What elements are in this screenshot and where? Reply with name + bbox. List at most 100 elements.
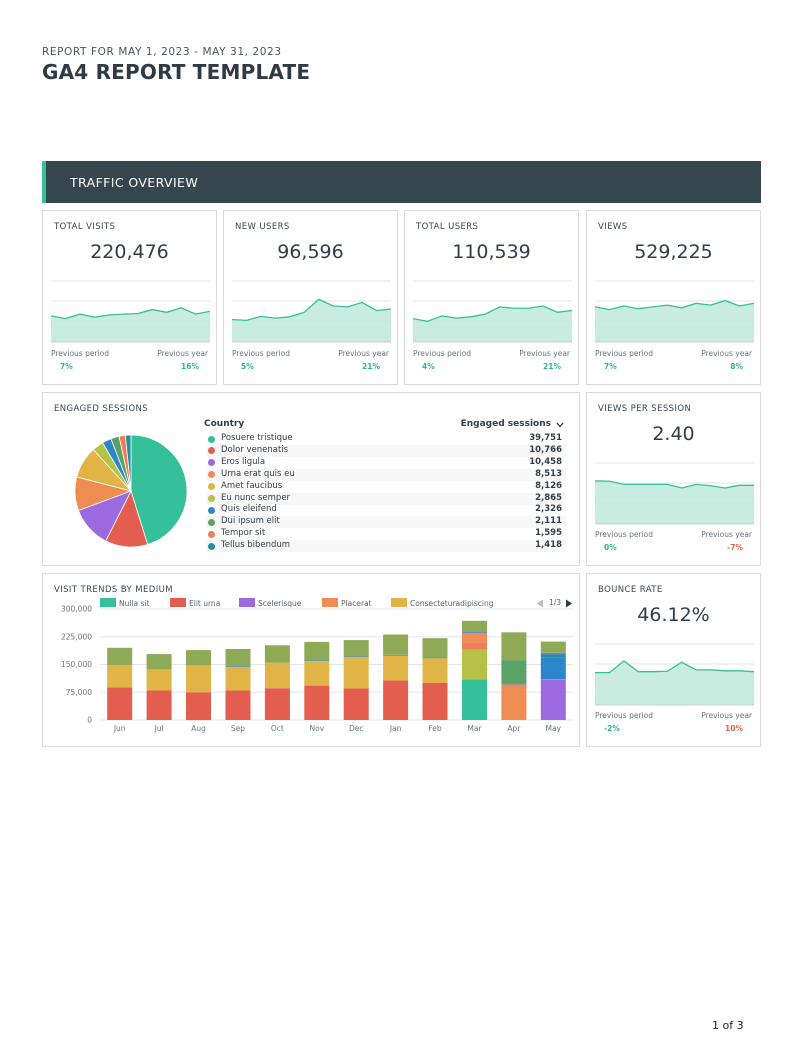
bar-segment: [343, 656, 369, 658]
section-header: TRAFFIC OVERVIEW: [42, 161, 761, 203]
table-row[interactable]: Posuere tristique 39,751: [206, 433, 566, 445]
legend-dot: [208, 495, 215, 502]
bounce-rate-card[interactable]: BOUNCE RATE 46.12% Previous period Previ…: [586, 573, 761, 747]
table-row[interactable]: Eu nunc semper 2,865: [206, 492, 566, 505]
bar-segment: [462, 631, 487, 633]
sparkline: [413, 280, 572, 343]
bar-segment: [146, 654, 172, 670]
y-tick-label: 75,000: [66, 688, 92, 697]
report-subtitle: REPORT FOR MAY 1, 2023 - MAY 31, 2023: [42, 46, 282, 58]
x-tick-label: Oct: [271, 724, 284, 733]
chevron-right-icon[interactable]: [565, 599, 573, 608]
sparkline-area: [51, 307, 210, 342]
bar-segment: [304, 685, 330, 720]
views-per-session-card[interactable]: VIEWS PER SESSION 2.40 Previous period P…: [586, 392, 761, 566]
previous-year-label: Previous year: [701, 349, 752, 358]
bar-segment: [264, 688, 290, 720]
country-name: Posuere tristique: [221, 433, 293, 443]
previous-year-change: 21%: [543, 362, 561, 371]
table-row[interactable]: Dui ipsum elit 2,111: [206, 516, 566, 529]
legend-swatch: [391, 598, 407, 607]
engaged-sessions-value: 8,126: [535, 480, 562, 491]
sparkline-line: [595, 299, 754, 311]
previous-year-change: 16%: [181, 362, 199, 371]
x-tick-label: Jun: [113, 724, 126, 733]
country-name: Urna erat quis eu: [221, 468, 295, 479]
table-row[interactable]: Dolor venenatis 10,766: [206, 444, 566, 457]
page-number: 1 of 3: [712, 1019, 744, 1032]
engaged-sessions-value: 2,326: [535, 504, 562, 515]
sparkline-area: [595, 300, 754, 342]
country-name: Amet faucibus: [221, 480, 283, 491]
bar-segment: [422, 683, 448, 720]
x-tick-label: Sep: [231, 724, 245, 733]
table-row[interactable]: Eros ligula 10,458: [206, 457, 566, 469]
table-row[interactable]: Amet faucibus 8,126: [206, 481, 566, 493]
scorecard-views[interactable]: VIEWS 529,225 Previous period Previous y…: [586, 210, 761, 385]
bar-segment: [462, 632, 487, 633]
scorecard-new-users[interactable]: NEW USERS 96,596 Previous period Previou…: [223, 210, 398, 385]
bar-segment: [501, 660, 527, 684]
country-name: Quis eleifend: [221, 504, 277, 515]
bar-segment: [540, 657, 566, 680]
sparkline-line: [595, 660, 754, 674]
legend-item[interactable]: Elit urna: [170, 598, 220, 608]
legend-dot: [208, 435, 215, 443]
bounce-rate-value: 46.12%: [637, 604, 710, 626]
scorecard-total-users[interactable]: TOTAL USERS 110,539 Previous period Prev…: [404, 210, 579, 385]
engaged-sessions-value: 10,458: [529, 456, 562, 467]
legend-item[interactable]: Placerat: [322, 598, 372, 608]
bar-segment: [304, 641, 330, 661]
previous-period-change: 7%: [604, 362, 617, 371]
table-row[interactable]: Tellus bibendum 1,418: [206, 540, 566, 553]
sparkline: [232, 280, 391, 343]
views-per-session-value: 2.40: [652, 423, 695, 445]
x-tick-label: Nov: [309, 724, 324, 733]
engaged-sessions-pie[interactable]: [73, 433, 189, 549]
chevron-left-icon[interactable]: [536, 599, 544, 608]
legend-dot: [208, 518, 215, 526]
x-tick-label: Aug: [191, 724, 206, 733]
visit-trends-card: VISIT TRENDS BY MEDIUM Nulla sit Elit ur…: [42, 573, 580, 747]
legend-item[interactable]: Consecteturadipiscing: [391, 598, 493, 608]
bar-segment: [501, 683, 527, 685]
scorecard-title: TOTAL USERS: [416, 222, 479, 232]
column-header-engaged-sessions[interactable]: Engaged sessions: [460, 419, 551, 429]
chevron-down-icon[interactable]: [556, 421, 564, 429]
scorecard-value: 529,225: [634, 241, 713, 263]
section-title: TRAFFIC OVERVIEW: [70, 175, 199, 190]
bar-segment: [501, 632, 527, 660]
card-title: VIEWS PER SESSION: [598, 404, 692, 414]
sparkline-area: [595, 480, 754, 524]
table-row[interactable]: Urna erat quis eu 8,513: [206, 468, 566, 481]
pie-slice: [130, 434, 188, 545]
bar-segment: [540, 641, 566, 653]
bar-segment: [383, 655, 409, 681]
scorecard-value: 220,476: [90, 241, 169, 263]
scorecard-value: 110,539: [452, 241, 531, 263]
visit-trends-chart[interactable]: 300,000 225,000 150,000 75,000 0 Jun Jul Aug Sep…: [43, 604, 579, 744]
engaged-sessions-value: 2,865: [535, 492, 562, 503]
country-name: Dui ipsum elit: [221, 516, 280, 527]
previous-year-label: Previous year: [701, 711, 752, 720]
country-name: Dolor venenatis: [221, 444, 289, 455]
legend-swatch: [100, 598, 116, 607]
scorecard-total-visits[interactable]: TOTAL VISITS 220,476 Previous period Pre…: [42, 210, 217, 385]
bar-segment: [540, 680, 566, 720]
legend-item[interactable]: Nulla sit: [100, 598, 149, 608]
legend-dot: [208, 530, 215, 538]
legend-swatch: [170, 598, 186, 607]
previous-year-change: -7%: [727, 543, 743, 552]
legend-dot: [208, 506, 215, 514]
legend-swatch: [322, 598, 338, 607]
bar-segment: [383, 654, 409, 656]
bar-segment: [225, 666, 251, 691]
legend-item[interactable]: Scelerisque: [239, 598, 301, 608]
column-header-country[interactable]: Country: [204, 419, 245, 429]
table-row[interactable]: Tempor sit 1,595: [206, 528, 566, 540]
legend-swatch: [239, 598, 255, 607]
previous-period-change: 4%: [422, 362, 435, 371]
bar-segment: [107, 665, 133, 688]
table-row[interactable]: Quis eleifend 2,326: [206, 504, 566, 516]
legend-label: Elit urna: [189, 599, 221, 608]
